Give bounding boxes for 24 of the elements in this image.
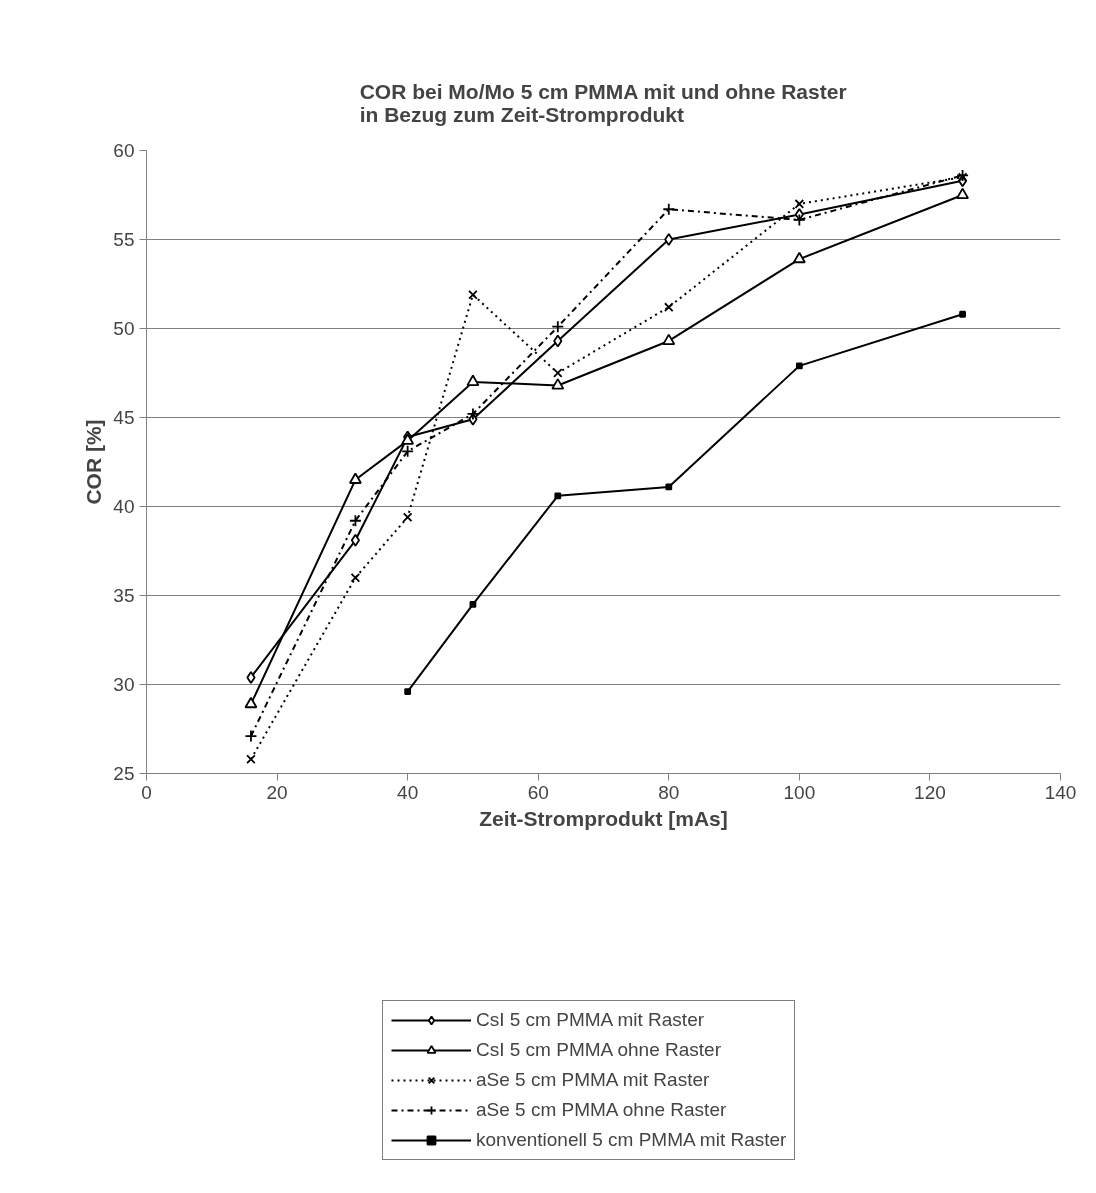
y-tick-label: 45 xyxy=(113,407,135,428)
y-tick-label: 30 xyxy=(113,674,135,695)
x-tick-label: 20 xyxy=(266,781,288,803)
y-axis-title: COR [%] xyxy=(82,419,106,505)
x-tick-label: 60 xyxy=(527,781,549,803)
legend-label: aSe 5 cm PMMA ohne Raster xyxy=(476,1099,727,1121)
y-tick-label: 55 xyxy=(113,229,135,250)
y-tick-label: 40 xyxy=(113,496,135,517)
legend-label: aSe 5 cm PMMA mit Raster xyxy=(476,1069,710,1091)
x-tick-label: 140 xyxy=(1044,781,1077,803)
x-tick-label: 120 xyxy=(914,781,946,803)
legend-label: CsI 5 cm PMMA mit Raster xyxy=(476,1009,705,1031)
x-tick-label: 0 xyxy=(141,781,152,803)
x-tick-label: 80 xyxy=(658,781,680,803)
x-tick-label: 100 xyxy=(783,781,816,803)
x-tick-label: 40 xyxy=(397,781,419,803)
y-tick-label: 60 xyxy=(113,140,135,161)
y-tick-label: 35 xyxy=(113,585,135,606)
chart-title: COR bei Mo/Mo 5 cm PMMA mit und ohne Raster in Bezug zum Zeit-Stromprodukt xyxy=(359,79,847,126)
y-tick-label: 50 xyxy=(113,318,135,339)
legend-label: konventionell 5 cm PMMA mit Raster xyxy=(476,1129,787,1151)
legend-label: CsI 5 cm PMMA ohne Raster xyxy=(476,1039,721,1061)
y-tick-label: 25 xyxy=(113,763,135,784)
x-axis-title: Zeit-Stromprodukt [mAs] xyxy=(479,806,728,830)
